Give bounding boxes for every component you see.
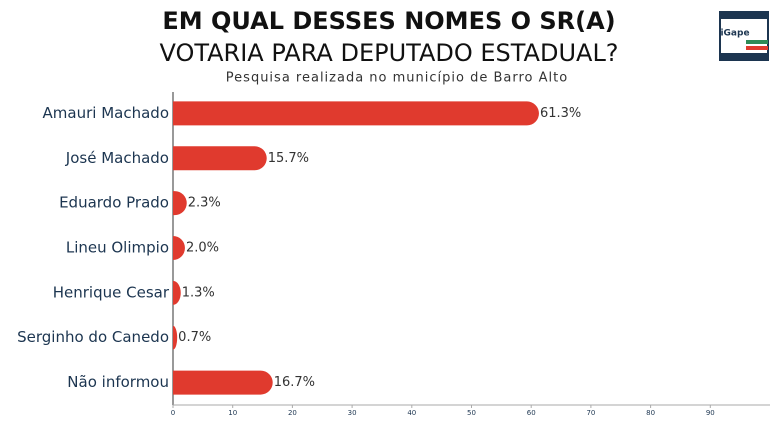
bar — [173, 146, 267, 171]
logo-stripe — [720, 12, 768, 19]
logo-stripe — [746, 46, 768, 50]
x-tick-label: 30 — [348, 409, 357, 417]
x-tick-label: 20 — [288, 409, 297, 417]
logo-stripe — [746, 40, 768, 44]
value-label: 2.3% — [188, 196, 221, 211]
y-tick-label: Serginho do Canedo — [17, 328, 169, 346]
x-tick-label: 90 — [706, 409, 715, 417]
chart-title: VOTARIA PARA DEPUTADO ESTADUAL? — [159, 39, 618, 67]
y-tick-label: José Machado — [65, 149, 169, 167]
x-tick-label: 40 — [407, 409, 416, 417]
x-tick-label: 80 — [646, 409, 655, 417]
value-label: 1.3% — [182, 285, 215, 300]
bar — [173, 280, 181, 305]
bar — [173, 191, 187, 216]
logo: iGape — [719, 11, 769, 61]
x-tick-label: 10 — [228, 409, 237, 417]
y-tick-label: Não informou — [67, 373, 169, 391]
chart-subtitle: Pesquisa realizada no município de Barro… — [226, 71, 568, 86]
y-tick-label: Eduardo Prado — [59, 194, 169, 212]
x-tick-label: 70 — [586, 409, 595, 417]
x-tick-label: 60 — [527, 409, 536, 417]
bar — [173, 325, 178, 350]
y-tick-label: Lineu Olimpio — [66, 239, 169, 257]
x-tick-label: 0 — [171, 409, 175, 417]
logo-stripe — [720, 53, 768, 60]
y-tick-label: Henrique Cesar — [53, 283, 170, 301]
logo-text: iGape — [720, 29, 749, 39]
y-tick-label: Amauri Machado — [43, 104, 169, 122]
value-label: 15.7% — [268, 151, 309, 166]
value-label: 61.3% — [540, 106, 581, 121]
bar — [173, 236, 185, 260]
bar — [173, 101, 539, 126]
chart-title: EM QUAL DESSES NOMES O SR(A) — [162, 7, 615, 35]
value-label: 2.0% — [186, 241, 219, 256]
bar — [173, 370, 273, 395]
x-tick-label: 50 — [467, 409, 476, 417]
value-label: 16.7% — [274, 375, 315, 390]
value-label: 0.7% — [178, 330, 211, 345]
